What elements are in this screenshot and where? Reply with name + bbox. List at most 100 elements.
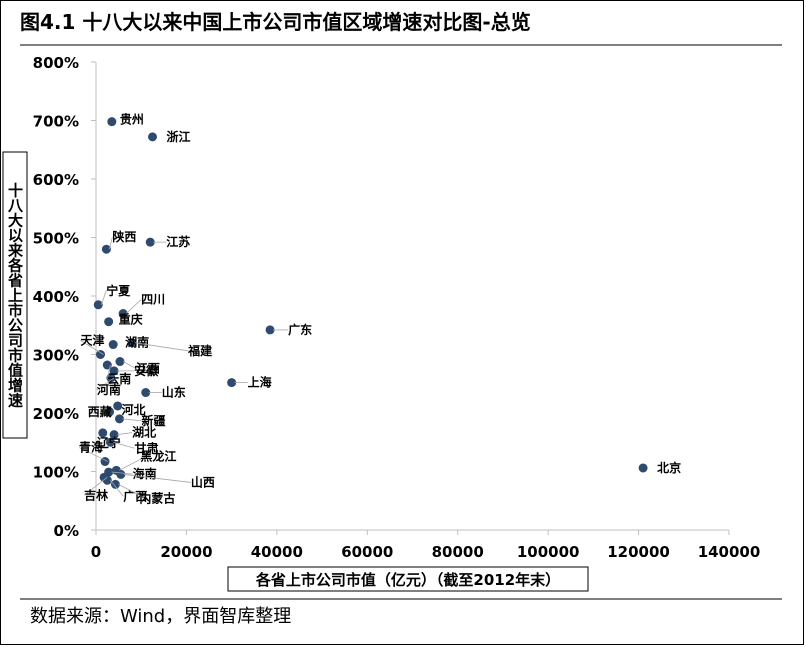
x-axis-label: 各省上市公司市值（亿元）（截至2012年末）: [255, 571, 560, 589]
x-tick-label: 120000: [607, 543, 670, 561]
point-label: 山西: [191, 474, 215, 489]
scatter-point: [109, 430, 119, 440]
y-axis-label: 十八大以来各省上市公司市值增速: [6, 182, 24, 409]
scatter-point: [107, 117, 117, 127]
point-label: 云南: [107, 371, 131, 386]
leader-line: [80, 340, 104, 355]
leader-line: [117, 432, 133, 436]
point-label: 黑龙江: [140, 448, 176, 463]
point-label: 四川: [141, 293, 165, 307]
leader-line: [118, 484, 146, 499]
leader-line: [106, 364, 111, 380]
scatter-point: [102, 475, 112, 485]
leader-line: [122, 361, 137, 369]
leader-line: [96, 377, 115, 391]
scatter-point: [105, 407, 115, 417]
point-label: 青海: [79, 440, 103, 455]
leader-line: [83, 477, 108, 496]
scatter-point: [115, 414, 125, 424]
point-label: 湖南: [125, 335, 149, 350]
leader-line: [122, 418, 142, 422]
x-tick-label: 40000: [251, 543, 303, 561]
x-tick-label: 60000: [341, 543, 393, 561]
leader-line: [123, 474, 191, 483]
x-tick-label: 140000: [698, 543, 761, 561]
scatter-point: [148, 132, 158, 142]
scatter-point: [110, 479, 120, 489]
y-tick-label: 0%: [54, 522, 79, 540]
point-label: 广西: [123, 488, 147, 503]
leader-line: [109, 480, 124, 497]
x-axis-ticks: 0 20000 40000 60000 80000 100000 120000 140000: [91, 530, 761, 561]
leader-line: [100, 290, 107, 305]
leader-line: [125, 299, 142, 314]
scatter-point: [106, 373, 116, 383]
y-tick-label: 600%: [33, 171, 79, 189]
leader-line: [109, 237, 113, 250]
x-tick-label: 80000: [432, 543, 484, 561]
point-label: 宁夏: [106, 283, 131, 298]
scatter-point: [101, 244, 111, 254]
point-label: 北京: [657, 460, 681, 475]
data-points: [93, 117, 648, 489]
leader-line: [119, 455, 147, 471]
point-label: 安徽: [134, 363, 159, 378]
point-label: 新疆: [142, 413, 166, 428]
scatter-point: [113, 401, 123, 411]
scatter-point: [109, 366, 119, 376]
scatter-point: [127, 338, 137, 348]
x-tick-label: 100000: [517, 543, 580, 561]
point-label: 河南: [96, 382, 121, 397]
point-label: 陕西: [112, 229, 136, 244]
point-label: 西藏: [88, 404, 112, 419]
y-axis-label-box: [2, 151, 28, 439]
point-label: 重庆: [119, 312, 143, 327]
point-label: 贵州: [120, 112, 144, 127]
y-tick-label: 200%: [33, 405, 79, 423]
x-axis-label-box: [227, 566, 589, 592]
scatter-point: [118, 309, 128, 319]
scatter-point: [105, 437, 115, 447]
scatter-point: [141, 388, 151, 398]
y-axis-ticks: 0% 100% 200% 300% 400% 500% 600% 700% 800%: [33, 54, 96, 540]
point-label: 江苏: [166, 234, 190, 249]
scatter-point: [96, 350, 106, 359]
plot-area: [95, 62, 729, 531]
x-tick-label: 20000: [160, 543, 212, 561]
point-label: 上海: [248, 375, 272, 390]
leader-line: [78, 447, 109, 462]
leader-line: [111, 471, 133, 475]
point-label: 山东: [162, 385, 186, 400]
point-label: 浙江: [167, 129, 191, 144]
point-label: 天津: [81, 333, 105, 348]
scatter-point: [115, 357, 125, 367]
y-tick-label: 800%: [33, 54, 79, 72]
scatter-point: [98, 428, 108, 438]
source-note: 数据来源：Wind，界面智库整理: [30, 606, 292, 627]
y-tick-label: 700%: [33, 113, 79, 131]
point-label: 广东: [288, 322, 312, 337]
point-label: 吉林: [84, 487, 108, 502]
scatter-point: [104, 317, 114, 327]
point-label: 湖北: [132, 425, 156, 440]
figure-title: 图4.1 十八大以来中国上市公司市值区域增速对比图-总览: [20, 10, 531, 34]
scatter-chart: 0 20000 40000 60000 80000 100000 120000 140000 …: [2, 54, 761, 592]
scatter-point: [227, 378, 237, 388]
y-tick-label: 100%: [33, 464, 79, 482]
scatter-point: [145, 237, 155, 247]
y-tick-label: 400%: [33, 288, 79, 306]
point-label: 内蒙古: [139, 490, 175, 505]
point-label: 海南: [133, 466, 157, 481]
scatter-point: [265, 325, 275, 335]
point-label: 辽宁: [97, 435, 121, 450]
leader-line: [113, 441, 135, 449]
y-tick-label: 500%: [33, 230, 79, 248]
x-tick-label: 0: [91, 543, 101, 561]
scatter-point: [93, 300, 103, 310]
title-rule: [20, 44, 782, 46]
point-label: 甘肃: [134, 440, 158, 455]
point-label: 江西: [136, 361, 160, 376]
scatter-point: [116, 469, 126, 479]
